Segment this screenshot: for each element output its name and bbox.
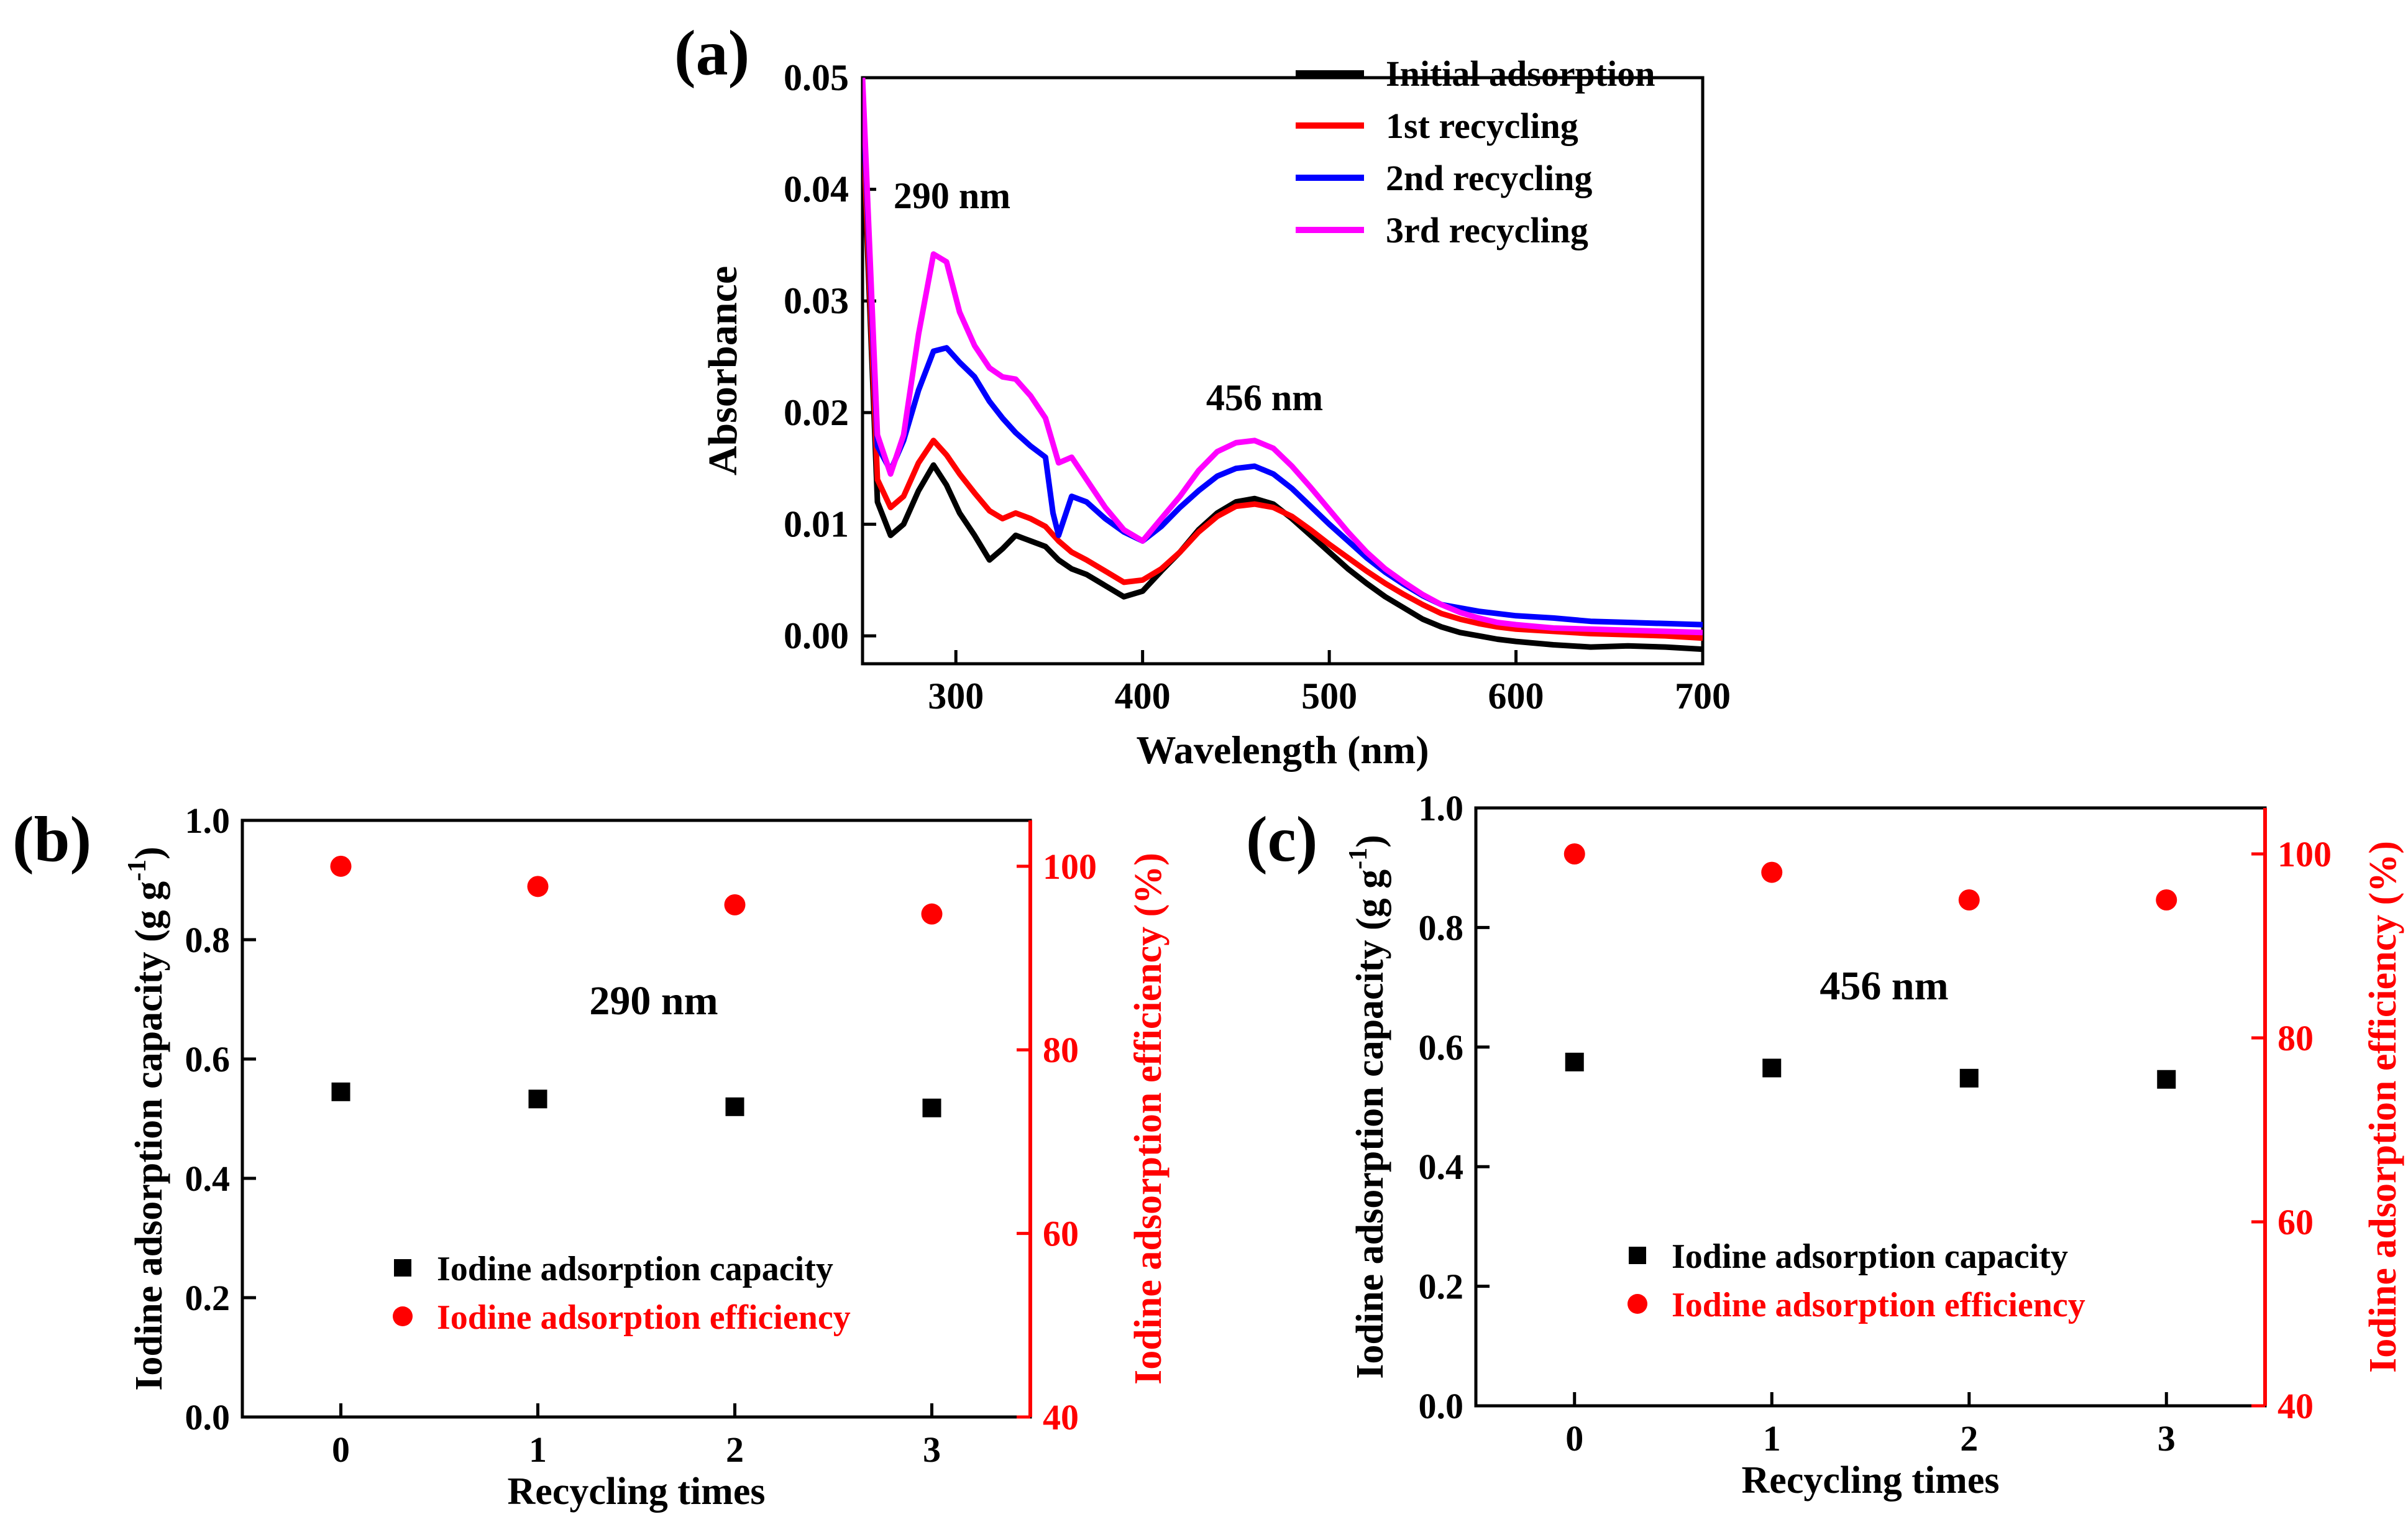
series-line-2 <box>863 88 1703 628</box>
y2-tick-label: 80 <box>2278 1018 2314 1058</box>
y-tick-label: 0.02 <box>784 392 849 433</box>
y-tick-label: 0.6 <box>185 1039 231 1080</box>
y-axis-label-close: ) <box>1349 835 1391 848</box>
x-tick-label: 500 <box>1301 676 1357 717</box>
y2-tick-label: 60 <box>2278 1202 2314 1242</box>
x-tick-label: 0 <box>1565 1418 1583 1459</box>
wavelength-annotation: 290 nm <box>589 978 718 1024</box>
panel-label: (c) <box>1246 804 1317 875</box>
annotation-290nm: 290 nm <box>894 175 1010 216</box>
capacity-point <box>331 1082 350 1101</box>
y2-tick-label: 40 <box>2278 1386 2314 1426</box>
y-tick-label: 0.04 <box>784 169 849 210</box>
capacity-point <box>528 1089 547 1109</box>
efficiency-point <box>2156 889 2177 910</box>
efficiency-point <box>1761 861 1783 883</box>
legend-label: Iodine adsorption capacity <box>437 1250 833 1288</box>
x-tick-label: 1 <box>1763 1418 1781 1459</box>
x-axis-label: Recycling times <box>1742 1459 2000 1502</box>
y2-tick-label: 100 <box>1043 846 1097 887</box>
x-tick-label: 700 <box>1675 676 1731 717</box>
y-axis-label-close: ) <box>128 846 170 860</box>
legend-label: 2nd recycling <box>1386 158 1592 198</box>
plot-frame <box>861 76 1705 666</box>
x-tick-label: 300 <box>928 676 984 717</box>
legend-label: Iodine adsorption efficiency <box>437 1298 851 1337</box>
y2-axis-label: Iodine adsorption efficiency (%) <box>2362 841 2404 1373</box>
y-tick-label: 0.0 <box>185 1397 231 1438</box>
y-axis-label: Absorbance <box>700 266 746 475</box>
efficiency-point <box>330 855 352 877</box>
y-tick-label: 0.05 <box>784 57 849 98</box>
y-tick-label: 0.4 <box>185 1158 231 1199</box>
panel-b: 0 1 2 3 0.0 0.2 0.4 0.6 0.8 1.0 40 60 80 100 Recycling… <box>12 800 1170 1513</box>
y-tick-label: 0.8 <box>1419 907 1464 948</box>
y-tick-label: 0.01 <box>784 503 849 544</box>
legend-marker <box>1629 1247 1646 1264</box>
x-tick-label: 600 <box>1488 676 1544 717</box>
y-tick-label: 1.0 <box>185 800 231 841</box>
y-tick-label: 0.4 <box>1419 1147 1464 1187</box>
wavelength-annotation: 456 nm <box>1820 963 1948 1009</box>
annotation-456nm: 456 nm <box>1206 377 1323 418</box>
efficiency-point <box>921 903 943 925</box>
series-line-3 <box>863 78 1703 636</box>
x-axis-label: Wavelength (nm) <box>1136 728 1429 772</box>
capacity-point <box>1565 1052 1584 1071</box>
y-axis-label: Iodine adsorption capacity (g g-1) <box>123 846 170 1391</box>
y-axis-label-text: Iodine adsorption capacity (g g <box>128 881 170 1391</box>
legend-label: 3rd recycling <box>1386 210 1588 250</box>
capacity-point <box>922 1098 941 1117</box>
legend-label: 1st recycling <box>1386 106 1578 146</box>
capacity-point <box>725 1097 744 1116</box>
y-axis-label-superscript: -1 <box>123 860 152 881</box>
x-axis-label: Recycling times <box>508 1470 766 1513</box>
legend-label: Iodine adsorption capacity <box>1672 1237 2068 1276</box>
x-tick-label: 2 <box>1960 1418 1978 1459</box>
legend-marker <box>1627 1294 1647 1314</box>
y2-tick-label: 60 <box>1043 1214 1079 1254</box>
y2-tick-label: 80 <box>1043 1030 1079 1070</box>
legend-label: Initial adsorption <box>1386 53 1655 94</box>
x-tick-label: 3 <box>2158 1418 2176 1459</box>
y-tick-label: 0.03 <box>784 280 849 321</box>
capacity-point <box>2157 1070 2176 1089</box>
panel-c: 0 1 2 3 0.0 0.2 0.4 0.6 0.8 1.0 40 60 80 100 Recycling… <box>1246 788 2404 1502</box>
capacity-point <box>1959 1068 1979 1088</box>
y-tick-label: 0.0 <box>1419 1386 1464 1426</box>
y-tick-label: 0.6 <box>1419 1027 1464 1068</box>
y-tick-label: 0.00 <box>784 615 849 656</box>
series-line-1 <box>863 111 1703 641</box>
y-tick-label: 1.0 <box>1419 788 1464 828</box>
y-axis-label-superscript: -1 <box>1344 848 1373 869</box>
capacity-point <box>1762 1058 1782 1078</box>
panel-label: (b) <box>12 804 91 875</box>
y2-tick-label: 100 <box>2278 834 2332 874</box>
x-tick-label: 1 <box>529 1429 547 1470</box>
x-tick-label: 3 <box>923 1429 941 1470</box>
y-tick-label: 0.2 <box>185 1278 231 1318</box>
x-tick-label: 400 <box>1115 676 1171 717</box>
y-axis-label: Iodine adsorption capacity (g g-1) <box>1344 835 1391 1379</box>
x-tick-label: 2 <box>726 1429 744 1470</box>
efficiency-point <box>1563 843 1585 864</box>
y-axis-label-text: Iodine adsorption capacity (g g <box>1349 869 1391 1379</box>
legend-marker <box>393 1306 413 1326</box>
y2-axis-label: Iodine adsorption efficiency (%) <box>1127 853 1170 1385</box>
efficiency-point <box>724 894 746 915</box>
legend-label: Iodine adsorption efficiency <box>1672 1286 2085 1324</box>
y-tick-label: 0.2 <box>1419 1267 1464 1307</box>
panel-a: 300 400 500 600 700 0.00 0.01 0.02 0.03 0.04 0.05 W… <box>674 17 1731 772</box>
x-tick-label: 0 <box>332 1429 350 1470</box>
y2-tick-label: 40 <box>1043 1397 1079 1438</box>
legend-marker <box>394 1259 411 1277</box>
efficiency-point <box>527 876 549 897</box>
y-tick-label: 0.8 <box>185 920 231 960</box>
panel-label: (a) <box>674 17 749 89</box>
efficiency-point <box>1958 889 1980 910</box>
